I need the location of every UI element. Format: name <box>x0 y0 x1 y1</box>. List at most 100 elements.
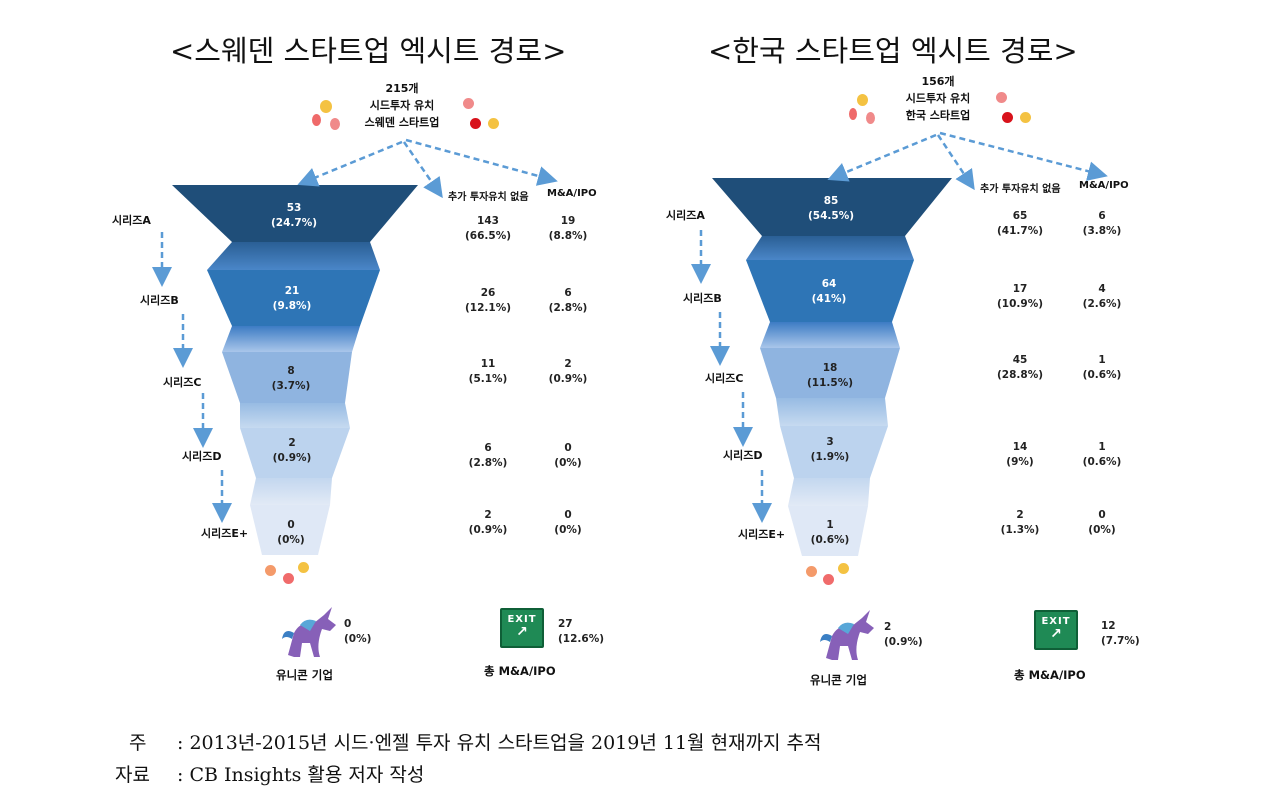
col-no-funding: 추가 투자유치 없음 <box>980 184 1061 195</box>
source-note: 자료: CB Insights 활용 저자 작성 <box>115 760 424 787</box>
seed-line1: 시드투자 유치 <box>369 99 435 112</box>
outcome-dot <box>823 574 834 585</box>
exit-label: 총 M&A/IPO <box>1014 668 1086 682</box>
unicorn-label: 유니콘 기업 <box>276 668 333 682</box>
seed-dot <box>1002 112 1013 123</box>
no-funding-e: 2 (0.9%) <box>468 509 508 536</box>
no-funding-b: 26 (12.1%) <box>464 287 512 314</box>
no-funding-d: 6 (2.8%) <box>468 442 508 469</box>
mna-a: 19 (8.8%) <box>548 215 588 242</box>
stage-label-c: 시리즈C <box>705 372 744 385</box>
col-mna: M&A/IPO <box>1079 180 1129 191</box>
korea-panel: <한국 스타트업 엑시트 경로> 156개 시드투자 유치 한국 스타트업 추가… <box>540 0 1180 700</box>
mna-c: 1 (0.6%) <box>1082 354 1122 381</box>
mna-b: 4 (2.6%) <box>1082 283 1122 310</box>
seed-dot <box>312 114 321 126</box>
seed-dot <box>857 94 868 106</box>
mna-d: 1 (0.6%) <box>1082 441 1122 468</box>
tier-series-e <box>250 505 330 555</box>
sweden-seed-label: 215개 시드투자 유치 스웨덴 스타트업 <box>352 80 452 131</box>
seed-count: 215개 <box>385 82 419 95</box>
outcome-dot <box>265 565 276 576</box>
connector-3 <box>240 403 350 428</box>
tier-series-b <box>207 270 380 326</box>
stage-label-b: 시리즈B <box>140 294 179 307</box>
no-funding-a: 65 (41.7%) <box>996 210 1044 237</box>
no-funding-a: 143 (66.5%) <box>464 215 512 242</box>
arrow-to-no-funding <box>402 141 443 199</box>
funnel-value-b: 21 (9.8%) <box>272 285 312 312</box>
seed-count: 156개 <box>921 75 955 88</box>
arrow-to-mna <box>939 131 1108 181</box>
outcome-dot <box>298 562 309 573</box>
mna-d: 0 (0%) <box>554 442 582 469</box>
stage-label-b: 시리즈B <box>683 292 722 305</box>
seed-dot <box>320 100 332 113</box>
sweden-title: <스웨덴 스타트업 엑시트 경로> <box>170 34 567 68</box>
tier-series-a <box>712 178 952 236</box>
unicorn-value: 2 (0.9%) <box>884 621 923 648</box>
exit-label: 총 M&A/IPO <box>484 664 556 678</box>
funnel-value-e: 1 (0.6%) <box>810 519 850 546</box>
funnel-value-c: 8 (3.7%) <box>271 365 311 392</box>
unicorn-value: 0 (0%) <box>344 618 372 645</box>
funnel-value-a: 85 (54.5%) <box>807 195 855 222</box>
stage-label-e: 시리즈E+ <box>201 527 249 540</box>
exit-sign-icon: EXIT ↗ <box>500 608 544 648</box>
col-no-funding: 추가 투자유치 없음 <box>448 192 529 203</box>
connector-4 <box>788 478 870 506</box>
arrow-to-no-funding <box>936 134 975 191</box>
outcome-dot <box>283 573 294 584</box>
tier-series-c <box>222 352 352 403</box>
funnel-value-d: 2 (0.9%) <box>272 437 312 464</box>
connector-1 <box>207 242 380 270</box>
funnel-value-e: 0 (0%) <box>277 519 305 546</box>
seed-dot <box>996 92 1007 103</box>
arrow-to-funnel <box>827 133 937 182</box>
no-funding-b: 17 (10.9%) <box>996 283 1044 310</box>
stage-label-d: 시리즈D <box>723 449 763 462</box>
korea-funnel-graphic <box>691 131 1108 660</box>
tier-series-c <box>760 348 900 398</box>
connector-3 <box>776 398 888 426</box>
footnote: 주 : 2013년-2015년 시드·엔젤 투자 유치 스타트업을 2019년 1… <box>115 728 822 755</box>
stage-label-a: 시리즈A <box>666 209 705 222</box>
seed-line1: 시드투자 유치 <box>905 92 971 105</box>
seed-line2: 한국 스타트업 <box>905 109 971 122</box>
sweden-funnel-graphic <box>152 138 558 657</box>
seed-dot <box>849 108 857 120</box>
funnel-value-d: 3 (1.9%) <box>810 436 850 463</box>
seed-dot <box>463 98 474 109</box>
korea-title: <한국 스타트업 엑시트 경로> <box>708 34 1078 68</box>
mna-e: 0 (0%) <box>1088 509 1116 536</box>
source-label: 자료 <box>115 764 150 786</box>
no-funding-e: 2 (1.3%) <box>1000 509 1040 536</box>
mna-b: 6 (2.8%) <box>548 287 588 314</box>
exit-value: 27 (12.6%) <box>558 618 605 645</box>
funnel-value-b: 64 (41%) <box>811 278 847 305</box>
tier-series-d <box>240 428 350 478</box>
footnote-label: 주 <box>129 732 147 754</box>
stage-label-d: 시리즈D <box>182 450 222 463</box>
funnel-value-c: 18 (11.5%) <box>806 362 854 389</box>
mna-e: 0 (0%) <box>554 509 582 536</box>
stage-label-a: 시리즈A <box>112 214 151 227</box>
seed-line2: 스웨덴 스타트업 <box>364 116 440 129</box>
seed-dot <box>330 118 340 130</box>
seed-dot <box>488 118 499 129</box>
unicorn-label: 유니콘 기업 <box>810 673 867 687</box>
footnote-text: : 2013년-2015년 시드·엔젤 투자 유치 스타트업을 2019년 11… <box>177 732 822 754</box>
tier-series-d <box>780 426 888 478</box>
tier-series-a <box>172 185 418 242</box>
exit-sign-icon: EXIT ↗ <box>1034 610 1078 650</box>
seed-dot <box>866 112 875 124</box>
seed-dot <box>470 118 481 129</box>
mna-c: 2 (0.9%) <box>548 358 588 385</box>
no-funding-c: 45 (28.8%) <box>996 354 1044 381</box>
connector-1 <box>746 236 914 260</box>
connector-4 <box>250 478 332 505</box>
mna-a: 6 (3.8%) <box>1082 210 1122 237</box>
tier-series-e <box>788 506 868 556</box>
unicorn-icon <box>820 610 874 660</box>
no-funding-c: 11 (5.1%) <box>468 358 508 385</box>
